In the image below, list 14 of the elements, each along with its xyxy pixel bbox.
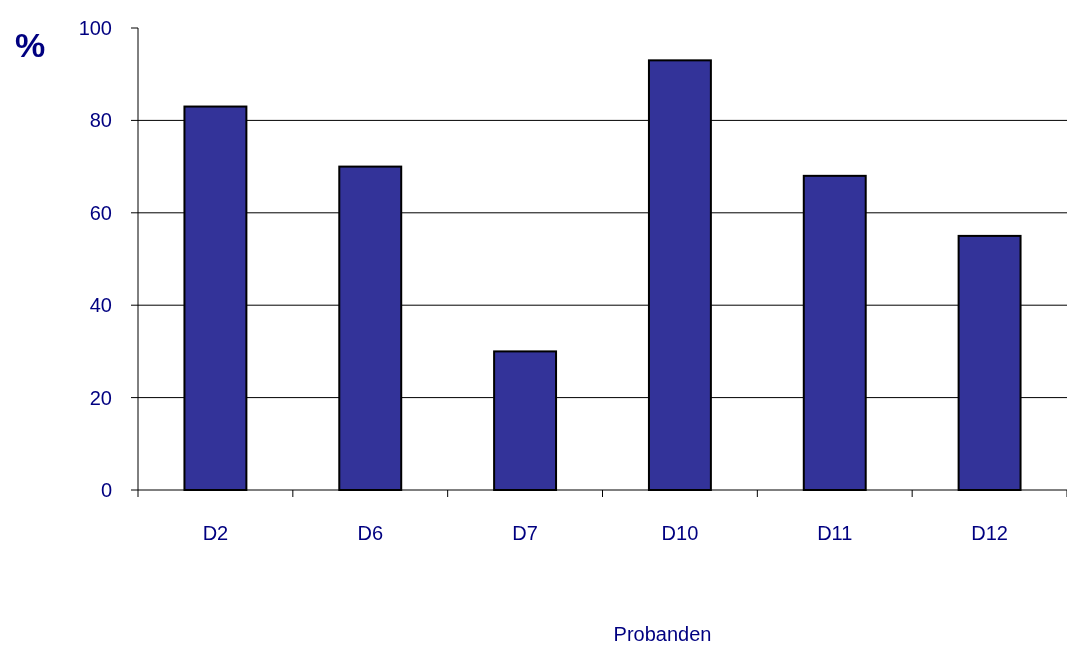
y-tick-label: 60 <box>89 201 112 224</box>
x-tick-label: D12 <box>971 522 1008 544</box>
x-tick-label: D11 <box>817 522 853 544</box>
y-tick-label: 0 <box>100 479 112 501</box>
y-axis-title: % <box>14 26 46 64</box>
x-axis-title: Probanden <box>613 623 712 645</box>
y-tick-label: 40 <box>89 294 112 317</box>
x-tick-label: D2 <box>202 522 229 544</box>
y-tick-label: 100 <box>78 17 112 39</box>
x-tick-label: D10 <box>661 522 699 544</box>
y-tick-label: 20 <box>89 386 112 409</box>
x-tick-label: D7 <box>512 522 538 544</box>
x-tick-label: D6 <box>357 522 384 544</box>
y-tick-label: 80 <box>89 109 112 132</box>
